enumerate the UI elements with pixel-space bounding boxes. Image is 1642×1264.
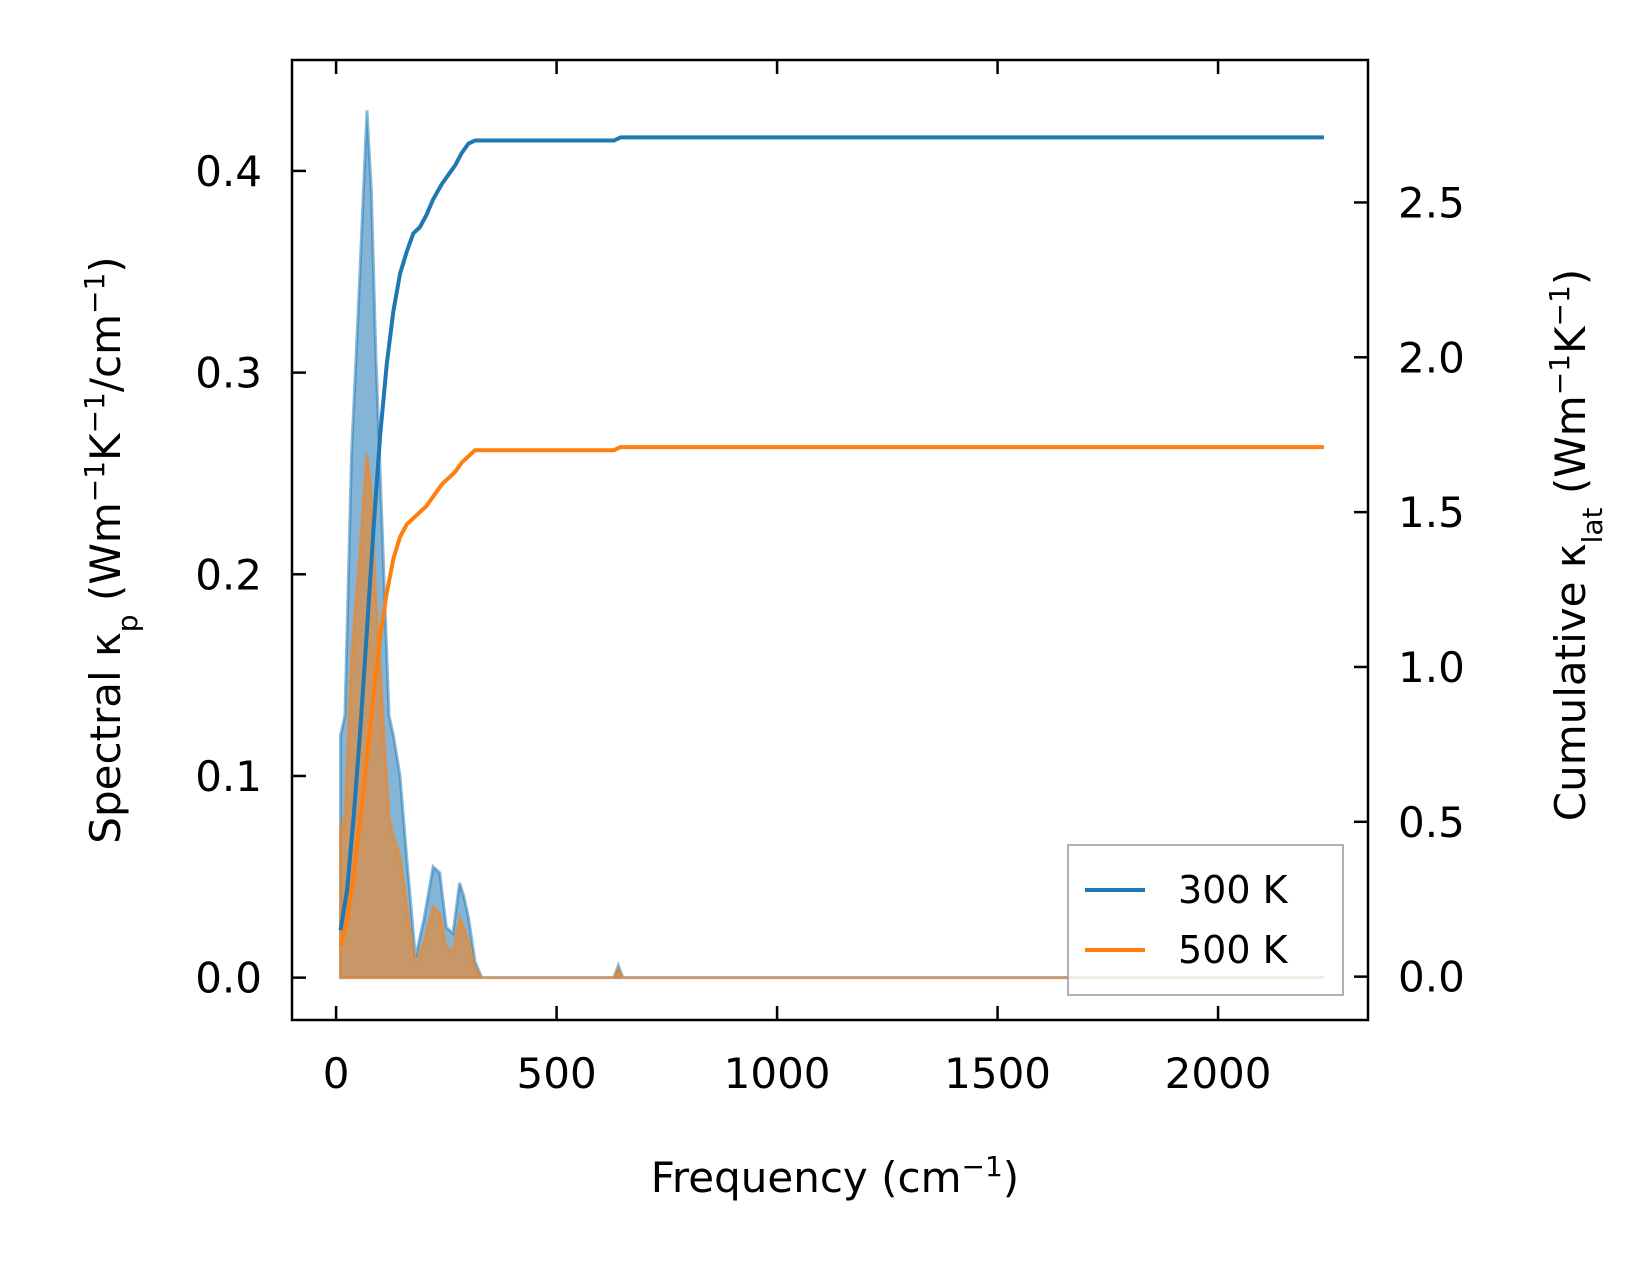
spectral-area-500k [339,453,1324,980]
y-tick-label-right: 2.5 [1398,178,1465,227]
x-tick-label: 1500 [944,1049,1051,1098]
legend-label-500k: 500 K [1178,928,1289,972]
cumulative-line-300k [338,135,1324,931]
y-tick-label-right: 1.5 [1398,488,1465,537]
x-tick-label: 2000 [1165,1049,1272,1098]
x-tick-label: 1000 [724,1049,831,1098]
y-tick-label-right: 0.5 [1398,798,1465,847]
y-tick-label-right: 0.0 [1398,953,1465,1002]
x-tick-label: 0 [323,1049,350,1098]
x-tick-label: 500 [517,1049,597,1098]
y-tick-label-left: 0.2 [195,550,262,599]
spectral-fills [339,110,1324,980]
cumulative-line-500k [338,445,1324,947]
y-tick-label-left: 0.3 [195,349,262,398]
y-tick-label-left: 0.1 [195,752,262,801]
y-axis-label-right: Cumulative κlat (Wm−1K−1) [1543,269,1609,821]
legend: 300 K 500 K [1067,844,1344,996]
legend-label-300k: 300 K [1178,868,1289,912]
plot-frame [290,58,1370,1022]
x-axis-label: Frequency (cm−1) [651,1150,1019,1203]
y-tick-label-left: 0.4 [195,147,262,196]
y-tick-label-right: 1.0 [1398,643,1465,692]
y-tick-label-left: 0.0 [195,954,262,1003]
y-tick-label-right: 2.0 [1398,333,1465,382]
tick-labels: 0 500 1000 1500 2000 0.0 0.1 0.2 0.3 0.4 0.0 0.5 1.0… [195,147,1465,1098]
y-axis-label-left: Spectral κp (Wm−1K−1/cm−1) [78,256,144,843]
legend-box [1067,844,1344,996]
axis-ticks [292,60,1368,1020]
series-lines [338,135,1324,947]
